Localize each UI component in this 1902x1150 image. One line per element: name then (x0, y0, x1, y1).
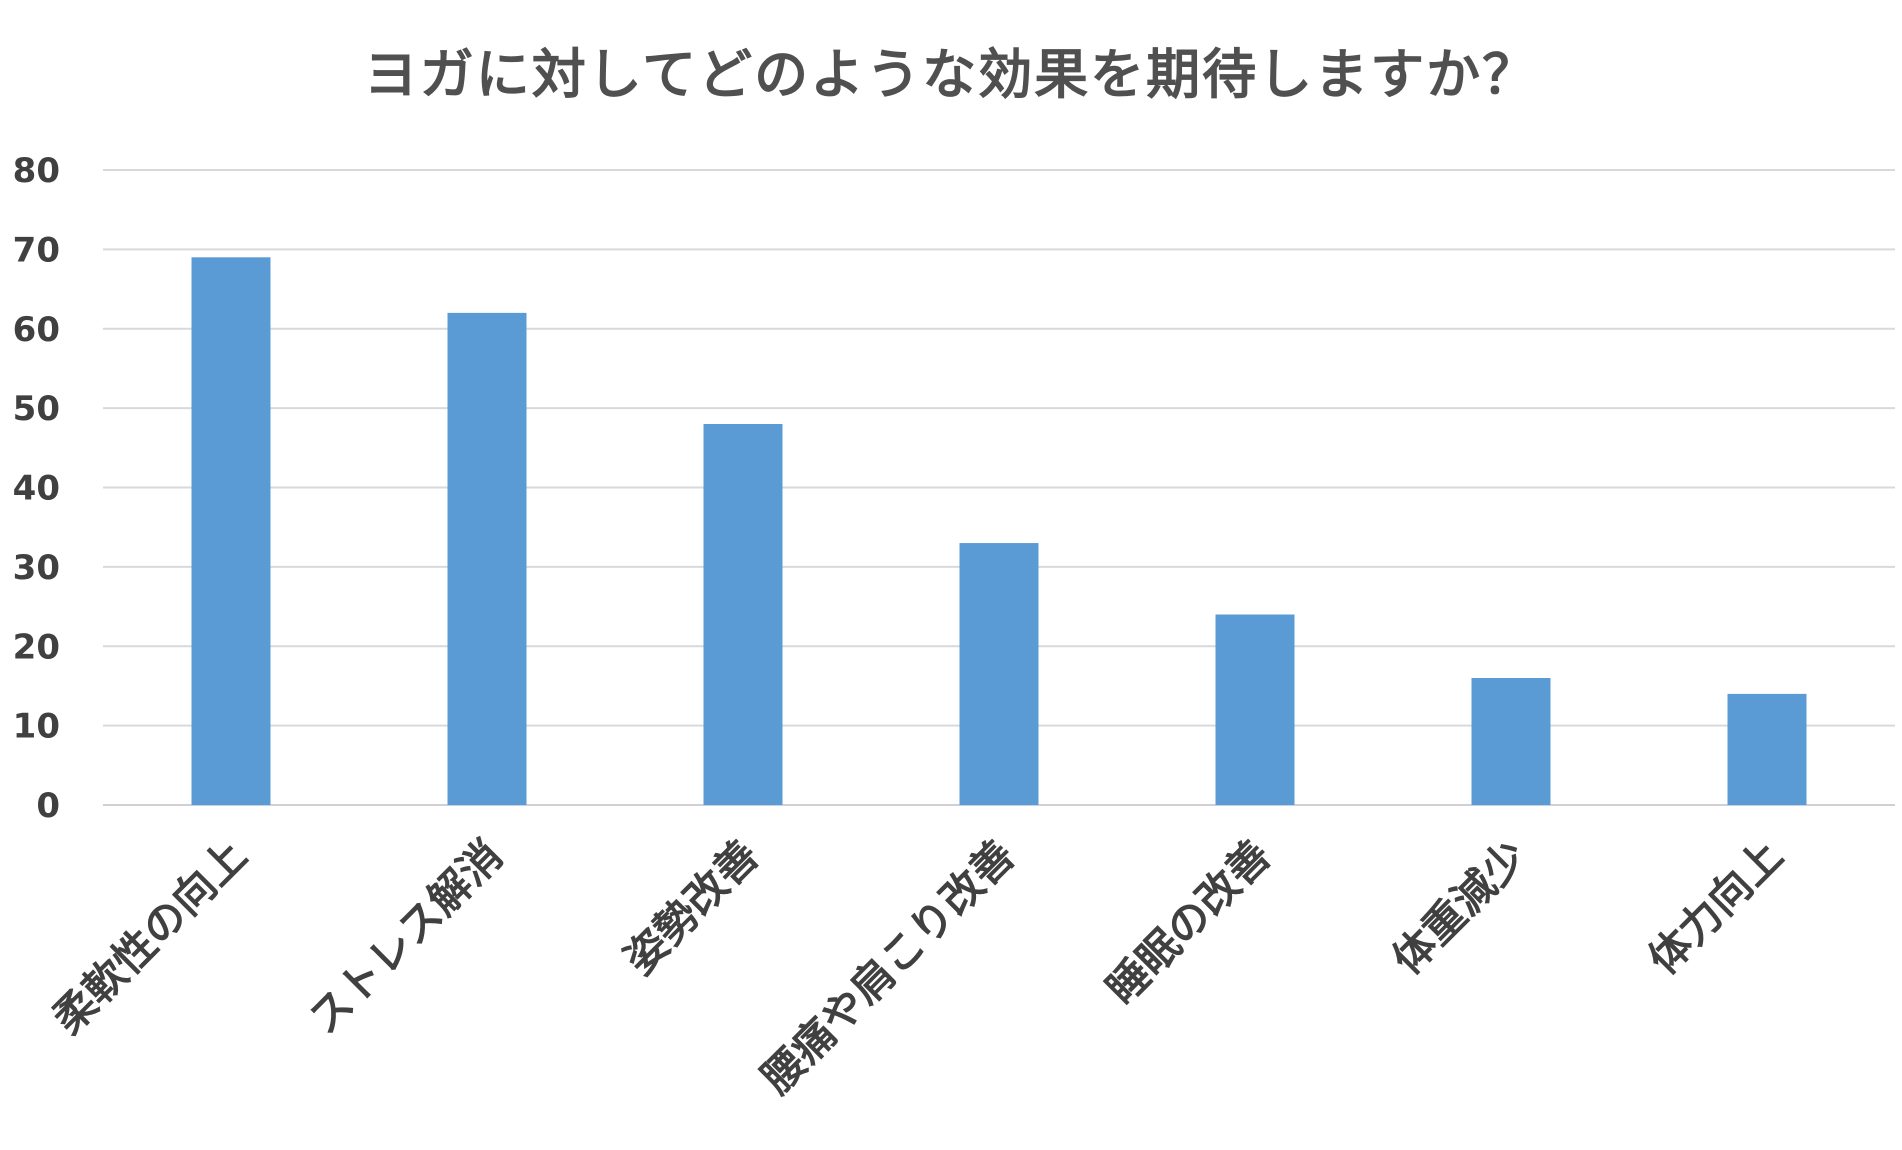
y-tick-label: 70 (13, 230, 60, 270)
x-category-label: 腰痛や肩こり改善 (751, 830, 1024, 1103)
bar (1471, 678, 1551, 805)
y-tick-label: 30 (13, 548, 60, 588)
bar (191, 257, 271, 805)
y-tick-label: 60 (13, 310, 60, 350)
y-tick-label: 10 (13, 707, 60, 747)
bar (1727, 693, 1807, 805)
x-category-label: 睡眠の改善 (1097, 830, 1280, 1013)
x-category-label: 体重減少 (1383, 830, 1536, 983)
x-category-label: 体力向上 (1639, 830, 1792, 983)
y-tick-label: 80 (13, 151, 60, 191)
chart-title: ヨガに対してどのような効果を期待しますか？ (363, 43, 1539, 106)
bar (959, 543, 1039, 805)
bar (1215, 614, 1295, 805)
bar (447, 312, 527, 805)
y-tick-label: 0 (36, 786, 60, 826)
y-tick-label: 20 (13, 627, 60, 667)
x-category-label: 柔軟性の向上 (43, 830, 256, 1043)
x-category-label: ストレス解消 (299, 830, 512, 1043)
bar (703, 424, 783, 805)
y-tick-label: 50 (13, 389, 60, 429)
bars (191, 257, 1807, 805)
x-category-label: 姿勢改善 (615, 830, 768, 983)
y-tick-label: 40 (13, 469, 60, 509)
y-axis-ticks: 0 10 20 30 40 50 60 70 80 (13, 151, 60, 826)
